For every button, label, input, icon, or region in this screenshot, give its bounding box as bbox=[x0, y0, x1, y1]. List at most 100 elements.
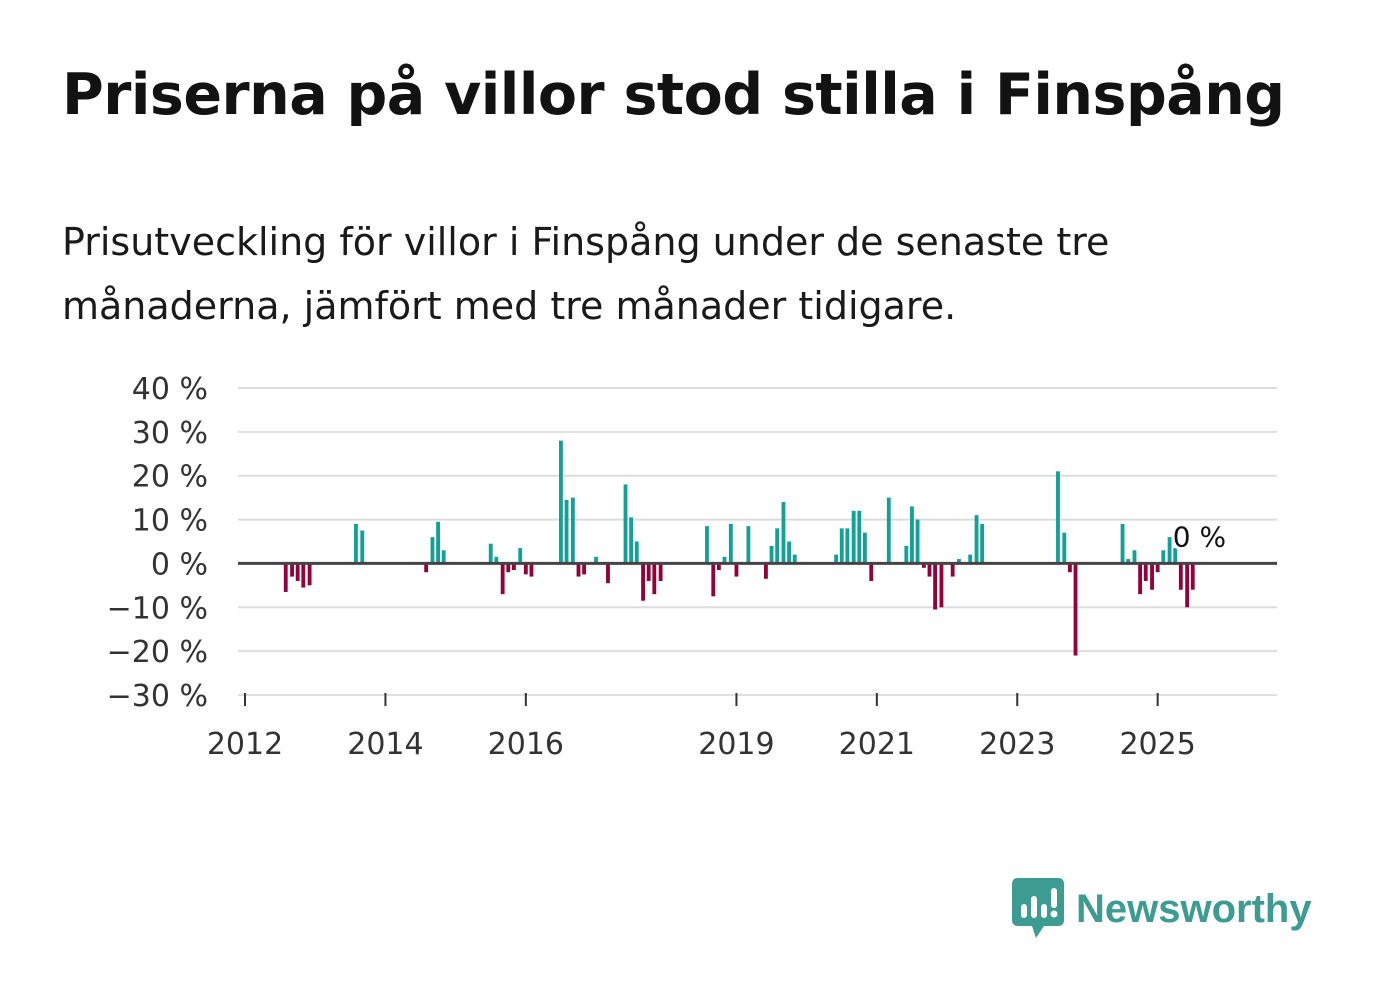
chart-title: Priserna på villor stod stilla i Finspån… bbox=[62, 62, 1285, 128]
bar bbox=[950, 563, 955, 577]
bar bbox=[939, 563, 944, 608]
bar bbox=[494, 556, 499, 564]
bar bbox=[500, 563, 505, 595]
bar bbox=[488, 543, 493, 564]
chart-subtitle: Prisutveckling för villor i Finspång und… bbox=[62, 220, 1110, 328]
bar bbox=[1143, 563, 1148, 581]
bar bbox=[360, 530, 365, 564]
bar bbox=[283, 563, 288, 592]
x-tick-label: 2014 bbox=[347, 727, 423, 762]
bar bbox=[354, 523, 358, 564]
bar bbox=[629, 517, 634, 564]
bar bbox=[295, 563, 300, 581]
grid-lines bbox=[238, 387, 1277, 696]
newsworthy-logo-icon bbox=[1012, 878, 1064, 938]
y-tick-label: 20 % bbox=[132, 460, 208, 495]
last-value-label: 0 % bbox=[1173, 520, 1226, 553]
bar bbox=[506, 563, 511, 573]
bar bbox=[1067, 563, 1072, 573]
bar bbox=[869, 563, 874, 581]
y-axis-labels: 40 % 30 % 20 % 10 % 0 % −10 % −20 % −30 % bbox=[107, 372, 208, 714]
bar bbox=[915, 519, 920, 564]
bar bbox=[652, 563, 657, 595]
bar bbox=[980, 523, 985, 564]
bar bbox=[441, 550, 446, 564]
bar bbox=[1073, 563, 1078, 656]
bar bbox=[1150, 563, 1154, 590]
annotations: 0 %0 % bbox=[1170, 517, 1229, 556]
bars bbox=[283, 440, 1195, 656]
bar bbox=[851, 510, 856, 564]
bar bbox=[904, 545, 909, 564]
y-tick-label: 30 % bbox=[132, 416, 208, 451]
bar bbox=[728, 523, 733, 564]
bar bbox=[290, 563, 294, 577]
x-tick-label: 2012 bbox=[207, 727, 283, 762]
bar bbox=[1173, 548, 1178, 564]
bar bbox=[968, 554, 973, 564]
bar bbox=[927, 563, 932, 577]
bar bbox=[839, 528, 844, 564]
bar bbox=[746, 526, 751, 564]
last-value-label-halo: 0 % bbox=[1173, 520, 1226, 553]
x-tick-label: 2021 bbox=[839, 727, 915, 762]
bar bbox=[1161, 550, 1166, 564]
bar bbox=[658, 563, 663, 581]
bar bbox=[623, 484, 628, 564]
bar bbox=[787, 541, 792, 564]
bar-chart: 40 %30 %20 %10 %0 %−10 %−20 %−30 % 2012 2… bbox=[107, 372, 1277, 762]
x-tick-label: 2016 bbox=[488, 727, 564, 762]
bar bbox=[910, 506, 914, 564]
bar bbox=[775, 528, 780, 564]
bar bbox=[424, 563, 429, 573]
y-tick-label: −30 % bbox=[107, 679, 208, 714]
bar bbox=[781, 502, 786, 564]
bar bbox=[1062, 532, 1067, 564]
x-tick-label: 2025 bbox=[1119, 727, 1195, 762]
bar bbox=[511, 563, 516, 571]
bar bbox=[734, 563, 739, 577]
bar bbox=[641, 563, 645, 601]
bar bbox=[711, 563, 716, 597]
bar bbox=[1155, 563, 1160, 573]
bar bbox=[974, 515, 979, 564]
bar bbox=[764, 563, 768, 579]
bar bbox=[594, 556, 598, 564]
bar bbox=[845, 528, 850, 564]
bar bbox=[1167, 537, 1172, 564]
y-tick-label: 0 % bbox=[151, 547, 208, 582]
bar bbox=[430, 537, 435, 564]
bar bbox=[576, 563, 581, 577]
bar bbox=[582, 563, 587, 575]
bar bbox=[886, 497, 891, 564]
bar bbox=[564, 499, 569, 564]
x-tick-label: 2019 bbox=[698, 727, 774, 762]
bar bbox=[634, 541, 639, 564]
y-tick-label: −20 % bbox=[107, 635, 208, 670]
bar bbox=[722, 556, 727, 564]
brand-logo: Newsworthy bbox=[1012, 878, 1312, 940]
x-tick-label: 2023 bbox=[979, 727, 1055, 762]
bar bbox=[716, 563, 721, 571]
bar bbox=[792, 554, 797, 564]
bar bbox=[301, 563, 306, 588]
bar bbox=[933, 563, 938, 610]
y-tick-label: 10 % bbox=[132, 504, 208, 539]
bar bbox=[570, 497, 575, 564]
bar bbox=[1126, 559, 1131, 564]
bar bbox=[862, 532, 867, 564]
bar bbox=[646, 563, 651, 581]
bar bbox=[921, 563, 926, 568]
bar bbox=[559, 440, 563, 564]
bar bbox=[1178, 563, 1183, 590]
bar bbox=[1132, 550, 1137, 564]
bar bbox=[1056, 471, 1060, 564]
y-tick-label: −10 % bbox=[107, 591, 208, 626]
bar bbox=[769, 545, 774, 564]
bar bbox=[523, 563, 528, 575]
bar bbox=[606, 563, 610, 584]
bar bbox=[957, 559, 961, 564]
bar bbox=[436, 521, 440, 564]
bar bbox=[518, 548, 523, 564]
x-axis: 2012 2014 2016 2019 2021 2023 2025 bbox=[207, 693, 1277, 762]
